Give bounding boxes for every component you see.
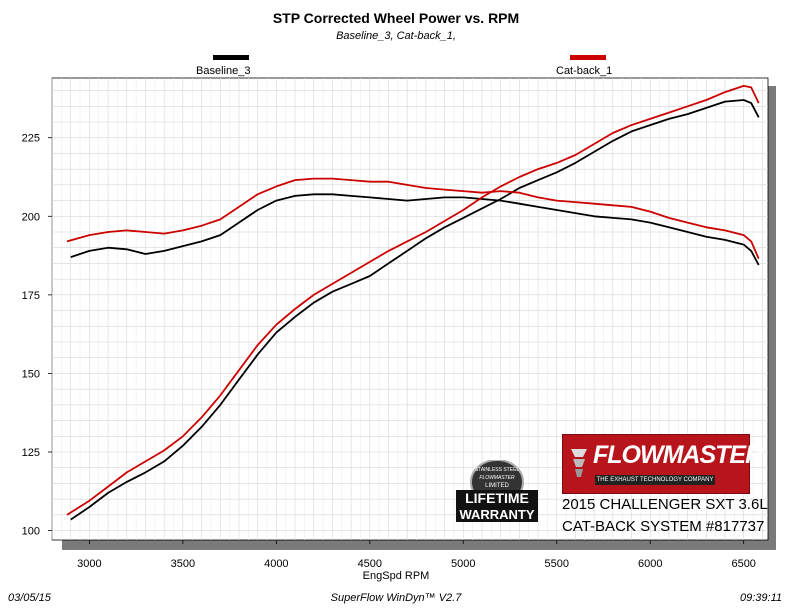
legend-label-catback: Cat-back_1 [556,65,613,77]
vehicle-line-2: CAT-BACK SYSTEM #817737 [562,518,765,535]
x-tick-label: 6500 [731,558,755,570]
axes: 3000 3500 4000 4500 5000 5500 6000 6500 100 125 15… [22,133,756,570]
x-tick-label: 6000 [638,558,662,570]
y-tick-label: 125 [22,447,40,459]
warranty-badge: STAINLESS STEEL FLOWMASTER LIMITED LIFET… [450,459,544,526]
x-axis-label: EngSpd RPM [362,570,430,582]
x-tick-label: 4500 [358,558,382,570]
series-line-catback-hp [66,85,760,516]
y-tick-label: 175 [22,290,40,302]
series-line-catback-torque [66,177,760,260]
badge-warranty-text: WARRANTY [459,507,534,522]
flowmaster-logo-icon [571,449,587,477]
x-tick-label: 3500 [171,558,195,570]
badge-stainless-text: STAINLESS STEEL [475,467,520,473]
y-tick-label: 225 [22,133,40,145]
badge-brand-text: FLOWMASTER [479,475,515,481]
legend-swatch-catback [570,55,606,60]
series-line-baseline-torque [70,193,760,266]
flowmaster-brand: FLOWMASTER [593,441,763,469]
flowmaster-tagline: THE EXHAUST TECHNOLOGY COMPANY [595,475,715,485]
vehicle-line-1: 2015 CHALLENGER SXT 3.6L [562,496,768,513]
x-tick-label: 3000 [77,558,101,570]
y-tick-label: 150 [22,368,40,380]
legend-label-baseline: Baseline_3 [196,65,251,77]
footer-software: SuperFlow WinDyn™ V2.7 [330,592,462,604]
x-tick-label: 5500 [545,558,569,570]
flowmaster-banner: FLOWMASTER THE EXHAUST TECHNOLOGY COMPAN… [562,434,763,494]
series-lines [66,85,760,521]
x-tick-label: 5000 [451,558,475,570]
footer-date: 03/05/15 [8,592,51,604]
y-tick-label: 200 [22,211,40,223]
chart-subtitle: Baseline_3, Cat-back_1, [336,30,456,42]
chart-title: STP Corrected Wheel Power vs. RPM [272,10,520,26]
x-tick-label: 4000 [264,558,288,570]
legend-swatch-baseline [213,55,249,60]
badge-lifetime-text: LIFETIME [465,490,529,506]
y-tick-label: 100 [22,526,40,538]
badge-limited-text: LIMITED [485,483,509,489]
series-line-baseline-hp [70,99,760,521]
footer-time: 09:39:11 [739,592,782,604]
